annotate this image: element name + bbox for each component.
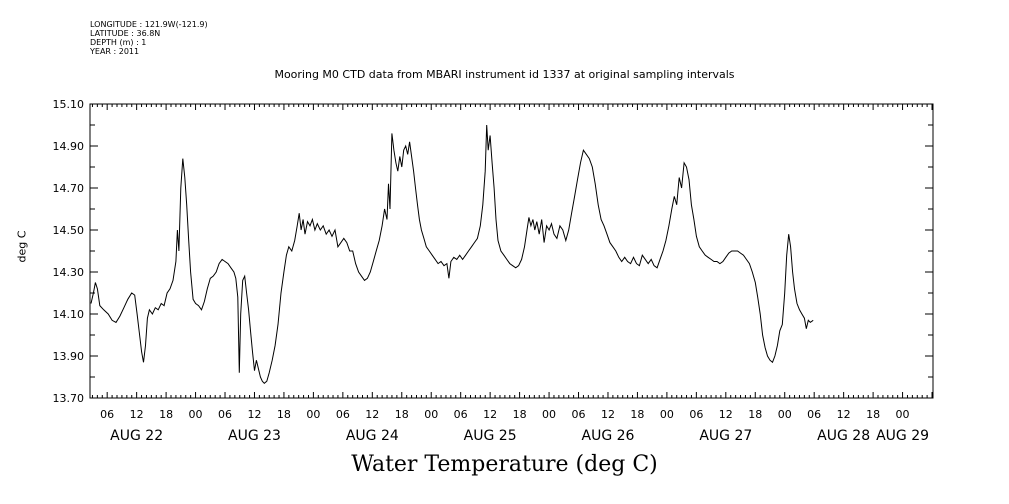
x-hour-label: 06 — [807, 408, 821, 421]
depth-label: DEPTH (m) : 1 — [90, 38, 147, 47]
x-hour-label: 12 — [365, 408, 379, 421]
x-axis-label: Water Temperature (deg C) — [351, 452, 658, 477]
x-day-label: AUG 29 — [876, 428, 929, 444]
chart-ticks — [90, 103, 933, 399]
x-hour-label: 18 — [395, 408, 409, 421]
chart-title: Mooring M0 CTD data from MBARI instrumen… — [274, 68, 735, 81]
x-hour-label: 06 — [218, 408, 232, 421]
y-tick-label: 14.50 — [53, 224, 85, 237]
x-hour-label: 12 — [247, 408, 261, 421]
x-hour-label: 12 — [130, 408, 144, 421]
x-day-label: AUG 27 — [699, 428, 752, 444]
x-hour-label: 06 — [689, 408, 703, 421]
x-hour-label: 12 — [837, 408, 851, 421]
x-hour-label: 06 — [336, 408, 350, 421]
x-hour-label: 00 — [306, 408, 320, 421]
y-tick-label: 13.90 — [53, 350, 85, 363]
x-hour-label: 18 — [159, 408, 173, 421]
chart-axes — [89, 103, 934, 399]
x-hour-label: 06 — [572, 408, 586, 421]
x-hour-label: 12 — [601, 408, 615, 421]
x-hour-label: 18 — [277, 408, 291, 421]
plot-frame — [89, 103, 934, 399]
y-tick-label: 13.70 — [53, 392, 85, 405]
y-tick-label: 14.30 — [53, 266, 85, 279]
y-tick-label: 14.90 — [53, 140, 85, 153]
x-hour-label: 00 — [896, 408, 910, 421]
x-hour-label: 18 — [748, 408, 762, 421]
x-hour-label: 12 — [719, 408, 733, 421]
chart-tick-labels: 13.70 13.90 14.10 14.30 14.50 14.70 14.90 15.10… — [53, 98, 930, 444]
y-tick-label: 14.70 — [53, 182, 85, 195]
x-hour-label: 12 — [483, 408, 497, 421]
x-hour-label: 00 — [542, 408, 556, 421]
x-hour-label: 06 — [454, 408, 468, 421]
x-day-label: AUG 25 — [464, 428, 517, 444]
y-tick-label: 14.10 — [53, 308, 85, 321]
x-day-label: AUG 24 — [346, 428, 399, 444]
x-hour-label: 18 — [513, 408, 527, 421]
x-day-label: AUG 23 — [228, 428, 281, 444]
x-day-label: AUG 22 — [110, 428, 163, 444]
x-hour-label: 00 — [660, 408, 674, 421]
chart-series — [90, 124, 814, 384]
latitude-label: LATITUDE : 36.8N — [90, 29, 161, 38]
x-hour-label: 06 — [100, 408, 114, 421]
x-day-label: AUG 28 — [817, 428, 870, 444]
x-hour-label: 18 — [866, 408, 880, 421]
y-tick-label: 15.10 — [53, 98, 85, 111]
x-hour-label: 18 — [630, 408, 644, 421]
x-hour-label: 00 — [424, 408, 438, 421]
longitude-label: LONGITUDE : 121.9W(-121.9) — [90, 20, 208, 29]
x-hour-label: 00 — [189, 408, 203, 421]
x-day-label: AUG 26 — [582, 428, 635, 444]
temperature-line — [90, 124, 814, 384]
x-hour-label: 00 — [778, 408, 792, 421]
year-label: YEAR : 2011 — [90, 47, 140, 56]
